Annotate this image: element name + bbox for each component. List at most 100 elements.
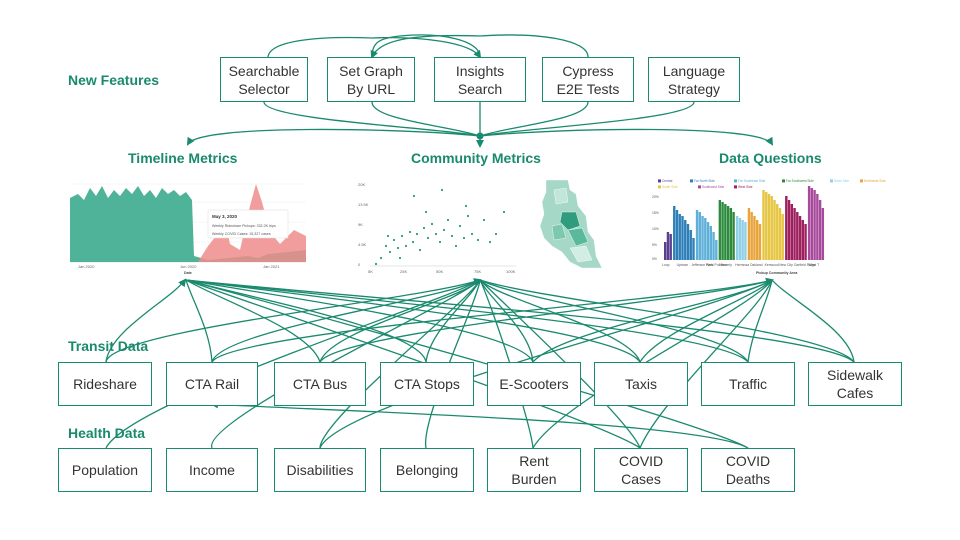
edge-health-community bbox=[319, 279, 481, 449]
transit-box[interactable]: CTA Rail bbox=[166, 362, 258, 406]
y-tick: 5% bbox=[652, 243, 657, 247]
transit-box[interactable]: CTA Stops bbox=[380, 362, 474, 406]
question-bar bbox=[816, 194, 819, 260]
x-title: Date bbox=[184, 271, 192, 275]
x-tick: Loop bbox=[662, 263, 670, 267]
edge-transit-community bbox=[479, 279, 749, 363]
question-bar bbox=[673, 206, 676, 260]
question-bar bbox=[765, 192, 768, 260]
y-tick: 0% bbox=[652, 257, 657, 261]
x-tick: 75K bbox=[474, 269, 481, 274]
edge-transit-questions bbox=[211, 277, 774, 363]
y-tick: 20K bbox=[358, 182, 365, 187]
x-tick: West T bbox=[809, 263, 820, 267]
question-bar bbox=[666, 232, 670, 260]
x-tick: 5K bbox=[368, 269, 373, 274]
question-bar bbox=[741, 220, 744, 260]
section-new-features: New Features bbox=[68, 72, 160, 88]
x-tick: West Pullman bbox=[706, 263, 727, 267]
health-box[interactable]: Disabilities bbox=[274, 448, 366, 492]
question-bar bbox=[821, 208, 825, 260]
x-tick: Jan 2021 bbox=[263, 264, 280, 269]
question-bar bbox=[790, 204, 793, 260]
legend-label: Far North Side bbox=[694, 179, 715, 183]
edge-transit-questions bbox=[319, 279, 773, 363]
health-box[interactable]: Income bbox=[166, 448, 258, 492]
edge-transit-community bbox=[105, 278, 482, 363]
tooltip-date: May 3, 2020 bbox=[212, 214, 238, 219]
community-map bbox=[539, 179, 603, 269]
legend-label: South Side bbox=[662, 185, 678, 189]
transit-box[interactable]: Rideshare bbox=[58, 362, 152, 406]
question-bar bbox=[724, 204, 727, 260]
x-tick: 50K bbox=[436, 269, 443, 274]
edge-health-timeline bbox=[185, 279, 749, 449]
legend-swatch bbox=[698, 185, 701, 189]
question-bar bbox=[787, 200, 791, 260]
question-bar bbox=[718, 200, 722, 260]
health-box[interactable]: COVID Deaths bbox=[701, 448, 795, 492]
edge-feature-hub bbox=[371, 101, 481, 137]
transit-box[interactable]: Traffic bbox=[701, 362, 795, 406]
feature-box[interactable]: Set Graph By URL bbox=[327, 57, 415, 102]
legend-swatch bbox=[734, 185, 737, 189]
edge-transit-timeline bbox=[185, 279, 749, 363]
question-bar bbox=[712, 232, 715, 260]
legend-swatch bbox=[658, 179, 661, 183]
edge-transit-community bbox=[479, 279, 855, 363]
health-box[interactable]: Population bbox=[58, 448, 152, 492]
legend-swatch bbox=[782, 179, 785, 183]
legend-swatch bbox=[734, 179, 737, 183]
question-bar bbox=[767, 194, 771, 260]
edge-transit-timeline bbox=[185, 279, 321, 363]
legend-swatch bbox=[860, 179, 863, 183]
question-bar bbox=[796, 212, 799, 260]
legend-label: West Side bbox=[738, 185, 753, 189]
legend-label: Central bbox=[662, 179, 673, 183]
transit-box[interactable]: E-Scooters bbox=[487, 362, 581, 406]
edge-transit-timeline bbox=[185, 279, 213, 363]
question-bar bbox=[709, 226, 712, 260]
legend-label: Northwest Side bbox=[864, 179, 886, 183]
y-tick: 9K bbox=[358, 222, 363, 227]
question-bar bbox=[753, 216, 756, 260]
question-bar bbox=[681, 216, 684, 260]
edge-hub-questions bbox=[479, 128, 774, 146]
feature-box[interactable]: Cypress E2E Tests bbox=[542, 57, 634, 102]
question-bar bbox=[801, 220, 804, 260]
edge-health-community bbox=[425, 279, 481, 449]
health-box[interactable]: Rent Burden bbox=[487, 448, 581, 492]
question-bar bbox=[726, 206, 730, 260]
x-tick: Kenwood bbox=[765, 263, 779, 267]
transit-box[interactable]: Sidewalk Cafes bbox=[808, 362, 902, 406]
question-bar bbox=[818, 200, 822, 260]
transit-box[interactable]: Taxis bbox=[594, 362, 688, 406]
feature-box[interactable]: Insights Search bbox=[434, 57, 526, 102]
health-box[interactable]: Belonging bbox=[380, 448, 474, 492]
question-bar bbox=[701, 216, 704, 260]
edge-transit-community bbox=[479, 279, 641, 363]
edge-transit-community bbox=[211, 279, 481, 363]
health-box[interactable]: COVID Cases bbox=[594, 448, 688, 492]
community-thumbnail[interactable]: 20K 13.5K 9K 4.5K 0 5K 25K 50K 75K 100K bbox=[356, 176, 608, 276]
transit-box[interactable]: CTA Bus bbox=[274, 362, 366, 406]
timeline-thumbnail[interactable]: May 3, 2020 Weekly Rideshare Pickups: 33… bbox=[58, 176, 320, 276]
feature-box[interactable]: Searchable Selector bbox=[220, 57, 308, 102]
x-tick: New City bbox=[779, 263, 793, 267]
edge-transit-community bbox=[479, 279, 534, 363]
question-bar bbox=[738, 218, 742, 260]
edge-feature-hub bbox=[263, 101, 481, 137]
y-tick: 10% bbox=[652, 227, 659, 231]
question-bar bbox=[793, 208, 796, 260]
question-bar bbox=[706, 222, 710, 260]
question-bar bbox=[695, 210, 699, 260]
x-tick: 25K bbox=[400, 269, 407, 274]
feature-box[interactable]: Language Strategy bbox=[648, 57, 740, 102]
edge-health-questions bbox=[639, 279, 773, 449]
questions-thumbnail[interactable]: 20% 15% 10% 5% 0% Central Far North Side F… bbox=[650, 176, 904, 276]
section-health-data: Health Data bbox=[68, 425, 146, 441]
question-bar bbox=[698, 212, 701, 260]
edge-transit-timeline bbox=[185, 279, 855, 363]
edge-transit-questions bbox=[639, 279, 773, 363]
question-bar bbox=[684, 220, 687, 260]
